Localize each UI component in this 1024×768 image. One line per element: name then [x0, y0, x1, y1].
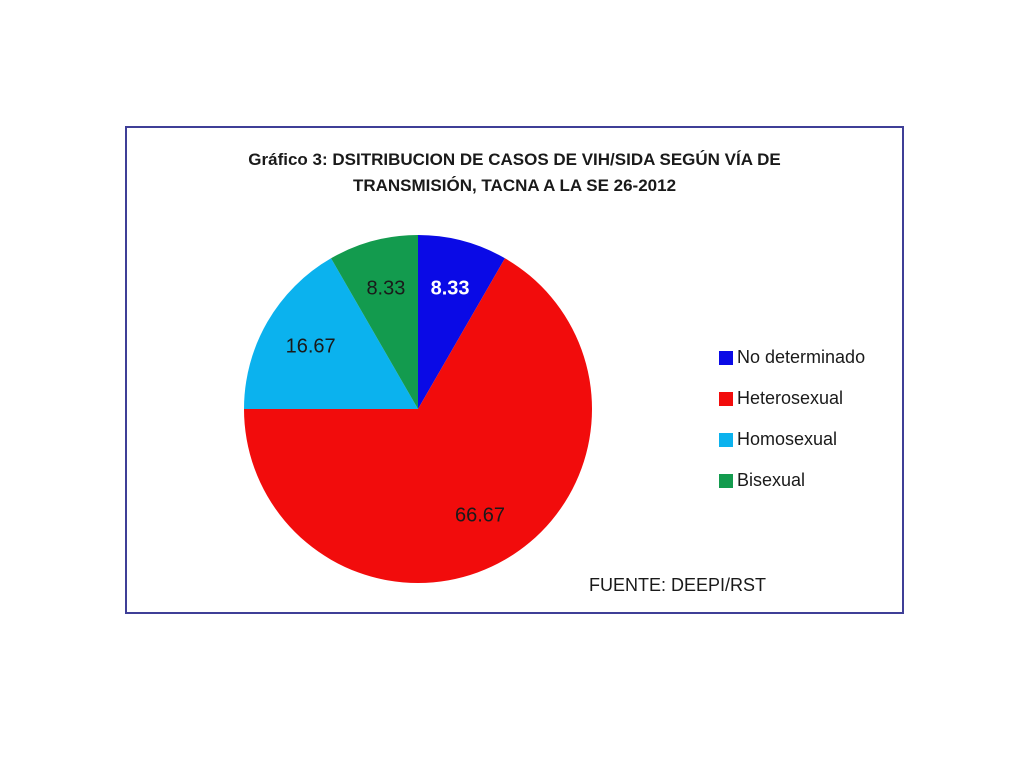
chart-title-line-2: TRANSMISIÓN, TACNA A LA SE 26-2012 [352, 176, 677, 195]
pie-chart: 8.33 66.67 16.67 8.33 [244, 235, 592, 583]
legend-swatch-no-determinado [719, 350, 733, 365]
legend-item-no-determinado: No determinado [719, 337, 865, 378]
data-label-bisexual: 8.33 [366, 278, 405, 300]
pie-slice-homosexual [244, 258, 418, 409]
legend-swatch-heterosexual [719, 391, 733, 406]
legend-label-no-determinado: No determinado [737, 347, 866, 367]
legend-swatch-homosexual [719, 432, 733, 447]
legend-label-bisexual: Bisexual [737, 470, 806, 490]
data-label-no-determinado: 8.33 [431, 278, 470, 300]
chart-legend: No determinado Heterosexual Homosexual B… [719, 337, 865, 501]
data-label-homosexual: 16.67 [286, 335, 336, 357]
data-label-heterosexual: 66.67 [455, 505, 505, 527]
source-note: FUENTE: DEEPI/RST [589, 575, 767, 595]
pie-slice-no-determinado [418, 235, 505, 409]
pie-slice-bisexual [331, 235, 418, 409]
legend-item-bisexual: Bisexual [719, 460, 865, 501]
legend-swatch-bisexual [719, 473, 733, 488]
chart-frame: Gráfico 3: DSITRIBUCION DE CASOS DE VIH/… [125, 126, 904, 614]
legend-label-homosexual: Homosexual [737, 429, 838, 449]
pie-slice-heterosexual [244, 258, 592, 583]
legend-label-heterosexual: Heterosexual [737, 388, 844, 408]
legend-item-homosexual: Homosexual [719, 419, 865, 460]
chart-title: Gráfico 3: DSITRIBUCION DE CASOS DE VIH/… [127, 147, 902, 199]
legend-item-heterosexual: Heterosexual [719, 378, 865, 419]
chart-title-line-1: Gráfico 3: DSITRIBUCION DE CASOS DE VIH/… [248, 150, 781, 169]
